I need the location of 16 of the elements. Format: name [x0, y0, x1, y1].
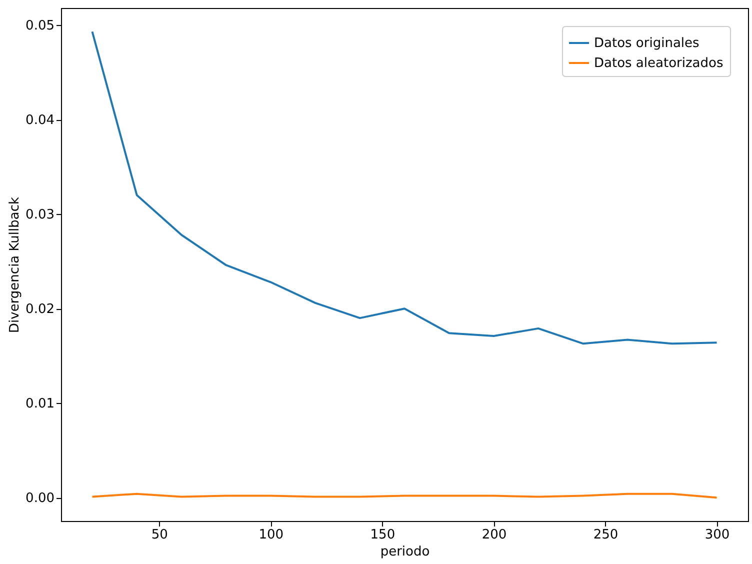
x-axis-title: periodo	[380, 544, 430, 560]
y-tick-label: 0.05	[26, 18, 54, 34]
y-tick-label: 0.02	[26, 302, 54, 318]
y-tick-label: 0.01	[26, 396, 54, 412]
x-tick-label: 150	[370, 528, 396, 542]
x-tick-label: 50	[151, 528, 168, 542]
y-tick-label: 0.04	[26, 113, 54, 128]
x-tick-label: 250	[593, 528, 618, 542]
y-tick-label: 0.03	[26, 208, 54, 223]
legend-label: Datos aleatorizados	[594, 56, 724, 71]
x-tick-label: 300	[704, 528, 730, 542]
x-tick-label: 100	[258, 528, 284, 542]
y-axis-title: Divergencia Kullback	[8, 196, 23, 334]
legend-label: Datos originales	[594, 36, 700, 51]
y-tick-label: 0.00	[26, 491, 54, 506]
x-tick-label: 200	[482, 528, 507, 542]
